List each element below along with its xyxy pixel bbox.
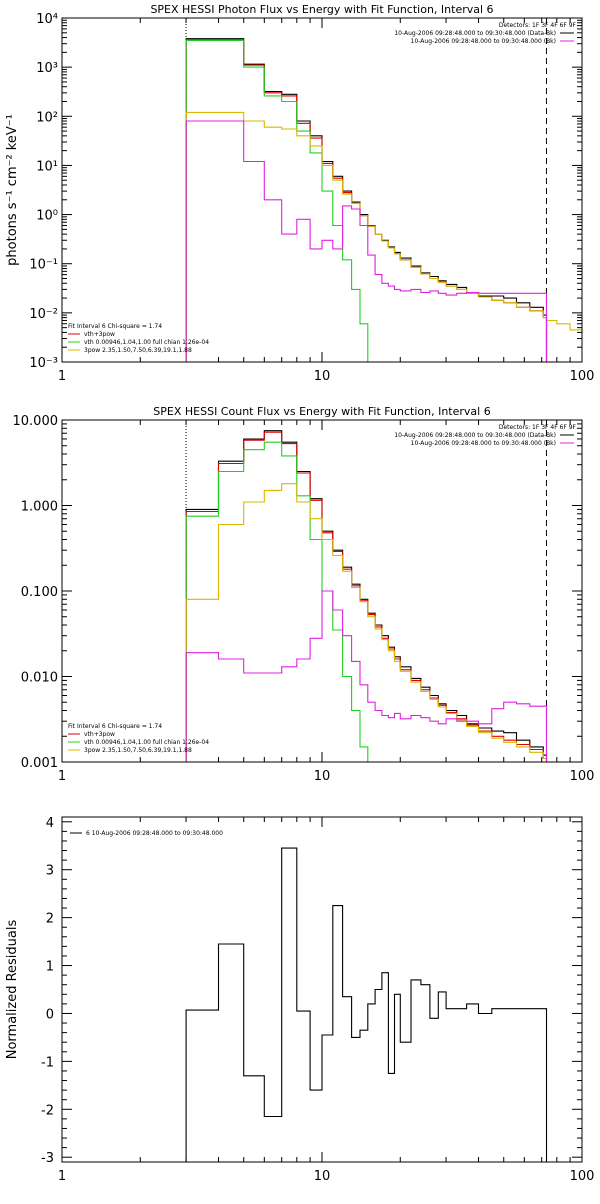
x-tick-label: 100 xyxy=(570,369,595,384)
y-tick-label: 10¹ xyxy=(36,159,58,174)
series-line-4 xyxy=(185,120,548,362)
series-line-4 xyxy=(185,590,548,762)
series-line-1 xyxy=(185,39,548,362)
y-tick-label: 10⁻² xyxy=(29,307,58,322)
legend-entry-label: 10-Aug-2006 09:28:48.000 to 09:30:48.000… xyxy=(394,30,556,37)
fit-legend-label: 3pow 2.35,1.50,7.50,6.39,19.1,1.88 xyxy=(84,747,192,754)
series-line-0 xyxy=(185,847,548,1162)
x-tick-label: 10 xyxy=(314,369,331,384)
resid-legend-label: 6 10-Aug-2006 09:28:48.000 to 09:30:48.0… xyxy=(86,830,223,837)
y-tick-label: 10⁻³ xyxy=(29,356,58,371)
x-tick-label: 100 xyxy=(570,769,595,784)
detectors-label: Detectors: 1F 3F 4F 6F 9F xyxy=(499,22,577,29)
series-line-0 xyxy=(185,430,548,762)
x-tick-label: 100 xyxy=(570,1169,595,1184)
y-tick-label: -2 xyxy=(41,1103,54,1118)
y-axis-label: Normalized Residuals xyxy=(5,920,20,1060)
fit-header: Fit Interval 6 Chi-square = 1.74 xyxy=(68,723,162,730)
detectors-label: Detectors: 1F 3F 4F 6F 9F xyxy=(499,424,577,431)
series-line-2 xyxy=(185,441,369,762)
fit-header: Fit Interval 6 Chi-square = 1.74 xyxy=(68,323,162,330)
chart-title: SPEX HESSI Photon Flux vs Energy with Fi… xyxy=(150,3,493,16)
y-tick-label: 1.000 xyxy=(21,500,58,515)
y-tick-label: -3 xyxy=(41,1151,54,1166)
fit-legend-label: vth+3pow xyxy=(84,331,115,338)
y-axis-label: photons s⁻¹ cm⁻² keV⁻¹ xyxy=(5,114,20,266)
y-tick-label: -1 xyxy=(41,1055,54,1070)
fit-legend-label: 3pow 2.35,1.50,7.50,6.39,19.1,1.88 xyxy=(84,347,192,354)
series-line-3 xyxy=(185,483,558,762)
y-tick-label: 10⁻¹ xyxy=(29,258,58,273)
series-line-1 xyxy=(185,431,548,762)
series-line-0 xyxy=(185,38,548,362)
y-tick-label: 10⁴ xyxy=(36,12,58,27)
plot-frame xyxy=(61,816,583,1163)
fit-legend-label: vth 0.00946,1.04,1.00 full chian 1.26e-0… xyxy=(84,339,209,346)
count-chart: SPEX HESSI Count Flux vs Energy with Fit… xyxy=(13,405,595,784)
y-tick-label: 2 xyxy=(46,912,54,927)
fit-legend-label: vth 0.00946,1.04,1.00 full chian 1.26e-0… xyxy=(84,739,209,746)
plot-frame xyxy=(61,17,583,363)
legend-entry-label: 10-Aug-2006 09:28:48.000 to 09:30:48.000… xyxy=(411,38,556,45)
y-tick-label: 0.100 xyxy=(21,585,58,600)
x-tick-label: 10 xyxy=(314,769,331,784)
plot-frame xyxy=(61,419,583,763)
legend-entry-label: 10-Aug-2006 09:28:48.000 to 09:30:48.000… xyxy=(394,432,556,439)
series-line-3 xyxy=(185,111,582,362)
y-tick-label: 0.001 xyxy=(21,756,58,771)
y-tick-label: 10⁰ xyxy=(36,209,58,224)
y-tick-label: 10³ xyxy=(36,61,58,76)
x-tick-label: 1 xyxy=(58,369,66,384)
y-tick-label: 0 xyxy=(46,1007,54,1022)
y-tick-label: 4 xyxy=(46,816,54,831)
y-tick-label: 1 xyxy=(46,960,54,975)
fit-legend-label: vth+3pow xyxy=(84,731,115,738)
x-tick-label: 1 xyxy=(58,1169,66,1184)
photon-chart: SPEX HESSI Photon Flux vs Energy with Fi… xyxy=(5,3,594,384)
x-tick-label: 10 xyxy=(314,1169,331,1184)
chart-title: SPEX HESSI Count Flux vs Energy with Fit… xyxy=(153,405,490,418)
y-tick-label: 0.010 xyxy=(21,671,58,686)
x-tick-label: 1 xyxy=(58,769,66,784)
legend-entry-label: 10-Aug-2006 09:28:48.000 to 09:30:48.000… xyxy=(411,440,556,447)
series-line-2 xyxy=(185,39,376,362)
y-tick-label: 10² xyxy=(36,110,58,125)
resid-chart: 1 10 100 -3 -2 -1 0 1 2 3 4 Normalized Residuals 6 1… xyxy=(5,816,594,1184)
y-tick-label: 10.000 xyxy=(13,414,59,429)
y-tick-label: 3 xyxy=(46,864,54,879)
